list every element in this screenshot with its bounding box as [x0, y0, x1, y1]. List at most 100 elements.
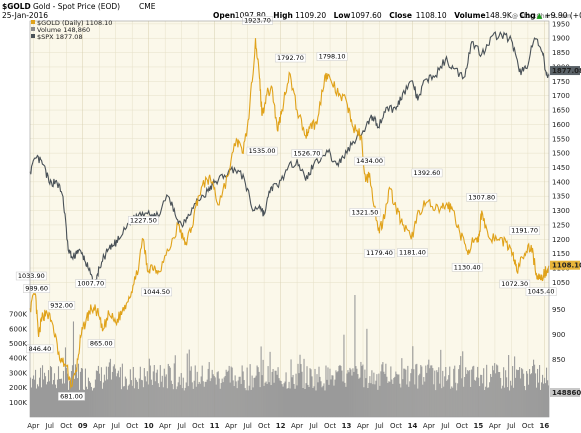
- volume-bar: [240, 383, 242, 417]
- volume-bar: [278, 378, 280, 417]
- volume-bar: [447, 379, 449, 417]
- volume-bar: [48, 381, 51, 417]
- volume-bar: [547, 380, 549, 417]
- volume-bar: [195, 386, 197, 417]
- x-tick-label: 13: [342, 422, 352, 430]
- volume-bar: [184, 387, 186, 417]
- volume-bar: [280, 381, 282, 417]
- x-tick-label: Apr: [93, 422, 105, 430]
- volume-bar: [484, 390, 486, 417]
- volume-bar: [132, 366, 134, 417]
- right-tick-label: 1900: [552, 35, 570, 43]
- right-tick-label: 1700: [552, 92, 570, 100]
- volume-bar: [124, 376, 126, 417]
- volume-bar: [92, 388, 94, 417]
- volume-bar: [444, 376, 446, 417]
- volume-bar: [309, 368, 311, 417]
- volume-bar: [342, 381, 344, 417]
- volume-bar: [207, 368, 209, 417]
- volume-bar: [213, 375, 215, 417]
- last-value-tags: 1877.08 1108.10 148860: [550, 66, 581, 397]
- annotation-label: 1179.40: [366, 249, 393, 257]
- volume-bar: [463, 386, 465, 417]
- legend-gold-swatch: [31, 20, 35, 24]
- volume-bar: [468, 371, 470, 417]
- volume-tick-label: 100K: [9, 399, 27, 407]
- volume-bar: [256, 365, 258, 417]
- volume-bar: [434, 370, 436, 417]
- volume-bar: [475, 380, 477, 417]
- volume-bar: [302, 388, 304, 417]
- volume-bar: [443, 386, 445, 417]
- volume-bar: [182, 377, 184, 417]
- volume-bar: [246, 367, 248, 417]
- volume-bar: [477, 366, 479, 417]
- volume-bar: [250, 389, 252, 417]
- volume-bar: [125, 378, 127, 417]
- volume-bar: [33, 379, 36, 417]
- volume-bar: [90, 386, 92, 417]
- volume-bar: [488, 387, 490, 417]
- volume-bar: [480, 374, 482, 417]
- volume-bar: [346, 373, 348, 417]
- right-tick-label: 1450: [552, 164, 570, 172]
- volume-bar: [491, 376, 493, 417]
- volume-tick-label: 400K: [9, 355, 27, 363]
- annotation-box: [246, 146, 278, 156]
- annotation-label: 1434.00: [356, 157, 383, 165]
- annotation-label: 1007.70: [77, 280, 104, 288]
- volume-bar: [508, 355, 510, 417]
- volume-bar: [423, 377, 425, 417]
- volume-bar: [226, 371, 228, 417]
- volume-bar: [383, 371, 385, 417]
- volume-bar: [237, 380, 239, 417]
- volume-bar: [290, 359, 292, 417]
- volume-bar: [430, 365, 432, 417]
- volume-bar: [151, 384, 153, 417]
- annotation-box: [466, 193, 498, 202]
- volume-bar: [388, 381, 390, 417]
- volume-bar: [135, 379, 137, 417]
- right-tick-label: 1600: [552, 121, 570, 129]
- volume-bar: [40, 387, 43, 417]
- volume-bar: [304, 389, 306, 417]
- volume-bar: [356, 368, 358, 417]
- volume-bar: [335, 370, 337, 417]
- gridlines: [30, 21, 549, 417]
- volume-bar: [286, 388, 288, 417]
- volume-bar: [180, 373, 182, 417]
- volume-bar: [417, 388, 419, 417]
- volume-bar: [169, 367, 171, 417]
- volume-bar: [462, 351, 464, 417]
- volume-bar: [127, 385, 129, 417]
- volume-bar: [35, 388, 38, 417]
- volume-bar: [372, 384, 374, 417]
- volume-bar: [479, 386, 481, 417]
- volume-bar: [496, 364, 498, 417]
- volume-bar: [171, 383, 173, 417]
- volume-bar: [192, 388, 194, 417]
- volume-bar: [46, 381, 49, 417]
- annotation-box: [48, 301, 76, 310]
- volume-bar: [130, 380, 132, 417]
- volume-bar: [30, 387, 33, 417]
- volume-bar: [239, 376, 241, 417]
- x-axis: Apr Jul Oct 09 Apr Jul Oct 10 Apr Jul Oct 11 Apr Jul O…: [27, 422, 549, 430]
- volume-bar: [405, 369, 407, 417]
- volume-bar: [146, 371, 148, 417]
- volume-bar: [105, 366, 107, 417]
- volume-bar: [292, 374, 294, 417]
- volume-bar: [282, 386, 284, 417]
- volume-bar: [520, 378, 522, 417]
- volume-bar: [201, 365, 203, 417]
- volume-bar: [83, 389, 85, 417]
- x-tick-label: Apr: [357, 422, 369, 430]
- volume-bar: [352, 368, 354, 417]
- volume-bar: [295, 373, 297, 417]
- volume-bar: [319, 376, 321, 417]
- annotation-label: 1535.00: [249, 147, 276, 155]
- volume-bar: [386, 376, 388, 417]
- x-tick-label: Oct: [522, 422, 534, 430]
- volume-bar: [365, 378, 367, 417]
- volume-bar: [38, 377, 41, 417]
